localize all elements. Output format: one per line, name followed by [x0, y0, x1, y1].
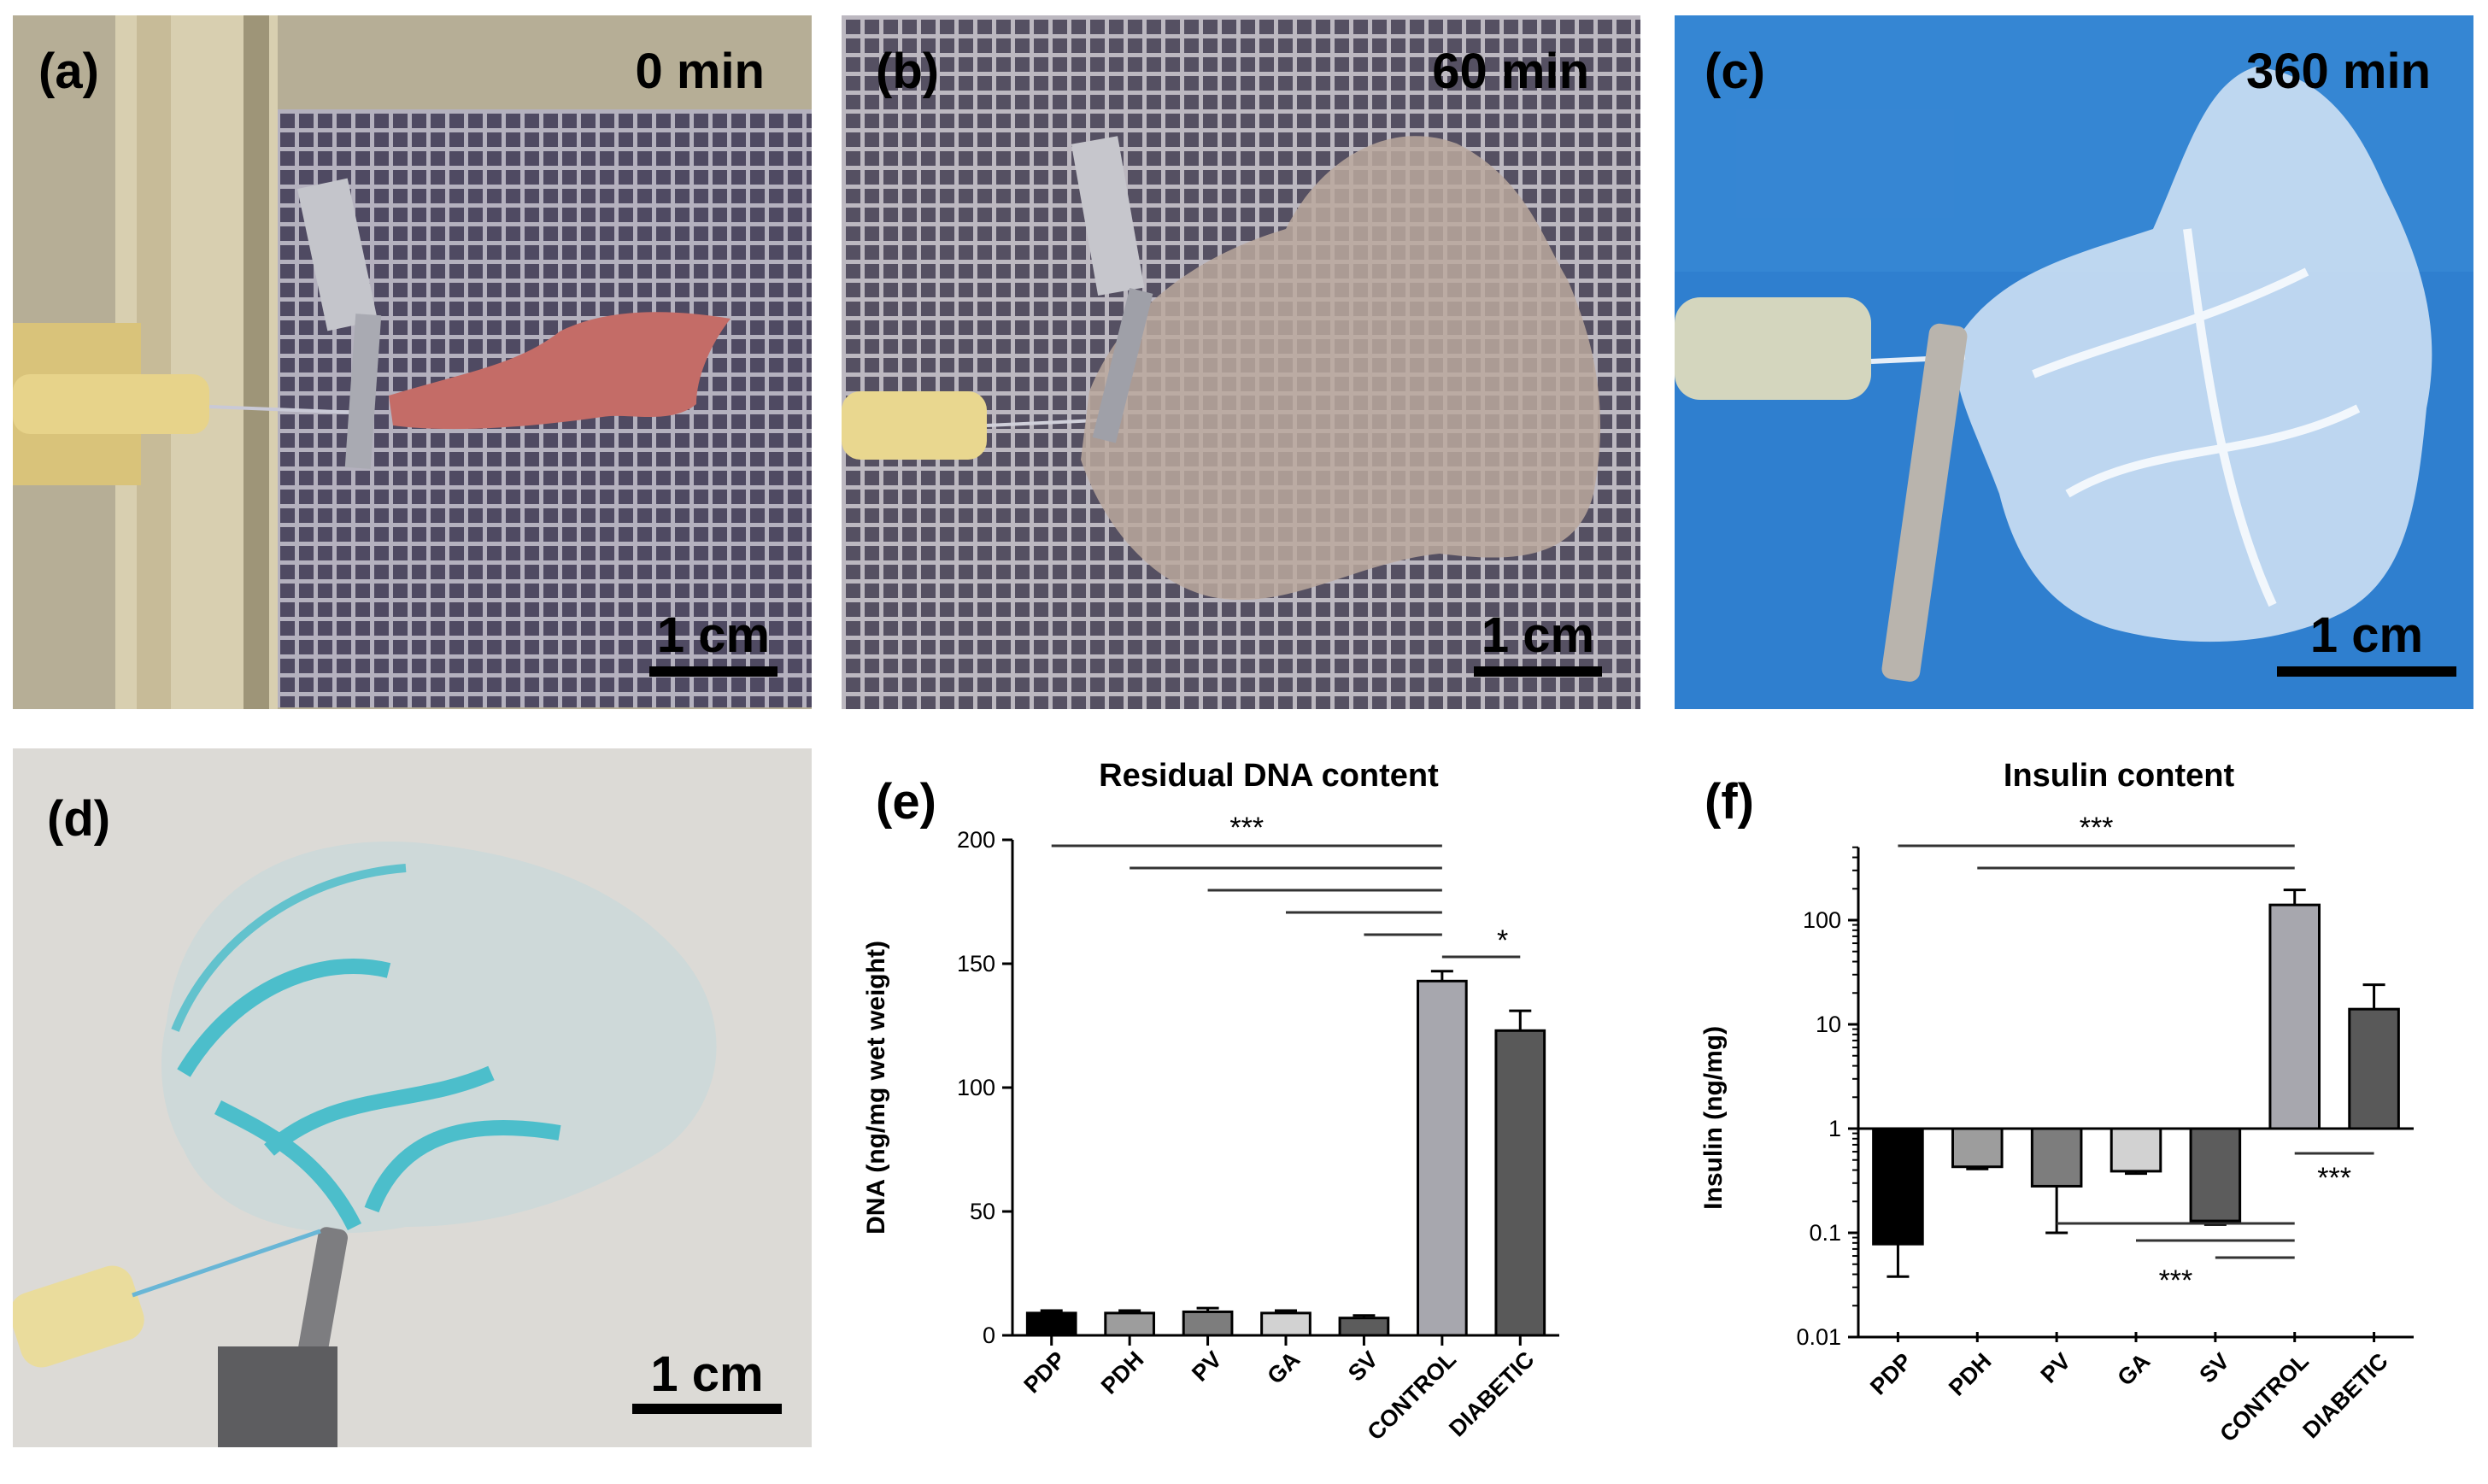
bar-f-pv [2030, 1127, 2083, 1188]
chart-title-e: Residual DNA content [1099, 758, 1439, 794]
bar-e-ga [1260, 1311, 1311, 1337]
bar-f-pdh [1951, 1127, 2004, 1169]
scale-bar-label-b: 1 cm [1481, 607, 1595, 663]
category-label-f-pv: PV [2036, 1348, 2076, 1388]
significance-stars-f-top: *** [2080, 812, 2114, 844]
category-label-f-sv: SV [2194, 1348, 2234, 1388]
scale-bar-label-d: 1 cm [650, 1346, 764, 1402]
bar-e-pdp [1025, 1311, 1077, 1337]
category-label-e-pdh: PDH [1096, 1346, 1149, 1399]
y-tick-label-e: 150 [957, 951, 995, 977]
photo-panel-c [1675, 15, 2473, 709]
category-label-e-pv: PV [1187, 1346, 1227, 1387]
y-tick-label-f: 0.1 [1809, 1220, 1841, 1246]
y-tick-label-f: 100 [1803, 907, 1841, 933]
panel-label-d: (d) [47, 791, 111, 847]
pancreas-photo-0min [13, 15, 812, 709]
pancreas-photo-60min [842, 15, 1640, 709]
panel-label-b: (b) [876, 44, 940, 99]
bar-e-pv [1182, 1310, 1234, 1337]
significance-stars-f-bottom: *** [2159, 1264, 2193, 1297]
category-label-f-pdp: PDP [1865, 1348, 1916, 1399]
decellularized-scaffold-photo-360min [1675, 15, 2473, 709]
significance-star-e-diabetic: * [1497, 924, 1508, 957]
y-tick-label-f: 10 [1816, 1012, 1841, 1037]
y-tick-label-e: 0 [983, 1323, 995, 1348]
y-axis-label-f: Insulin (ng/mg) [1699, 1026, 1728, 1210]
photo-panel-b [842, 15, 1640, 709]
insulin-content-bar-chart: Insulin content 0.01 0.1 1 10 100 Insulin (ng/… [1699, 758, 2414, 1447]
y-tick-label-f: 0.01 [1796, 1324, 1841, 1350]
y-tick-label-e: 100 [957, 1075, 995, 1100]
y-tick-label-e: 50 [970, 1199, 995, 1224]
dye-perfused-scaffold-photo [13, 748, 812, 1447]
bar-f-ga [2110, 1127, 2162, 1173]
bar-e-sv [1338, 1317, 1390, 1337]
bar-e-diabetic [1494, 1029, 1546, 1337]
category-label-f-diabetic: DIABETIC [2297, 1348, 2392, 1443]
scale-bar-b [1474, 666, 1602, 677]
scale-bar-d [632, 1404, 782, 1414]
time-label-c: 360 min [2246, 44, 2431, 99]
panel-label-f: (f) [1705, 774, 1754, 830]
bar-f-control [2268, 903, 2321, 1130]
photo-panel-d [13, 748, 812, 1447]
bar-f-diabetic [2348, 1007, 2400, 1130]
category-label-e-ga: GA [1262, 1346, 1305, 1389]
category-label-e-diabetic: DIABETIC [1444, 1346, 1539, 1441]
category-label-e-pdp: PDP [1018, 1346, 1070, 1398]
bar-e-control [1417, 979, 1468, 1337]
panel-label-c: (c) [1705, 44, 1765, 99]
category-label-e-sv: SV [1343, 1346, 1383, 1387]
scale-bar-c [2277, 666, 2456, 677]
y-tick-label-e: 200 [957, 827, 995, 853]
bar-f-sv [2189, 1127, 2242, 1223]
time-label-b: 60 min [1432, 44, 1589, 99]
y-tick-label-f: 1 [1828, 1116, 1841, 1141]
scale-bar-a [649, 666, 778, 677]
residual-dna-bar-chart: Residual DNA content 0 50 100 150 200 DNA (ng/… [862, 758, 1559, 1446]
scale-bar-label-a: 1 cm [656, 607, 771, 663]
y-axis-label-e: DNA (ng/mg wet weight) [862, 941, 890, 1235]
category-label-f-pdh: PDH [1944, 1348, 1997, 1401]
photo-panel-a [13, 15, 812, 709]
category-label-f-ga: GA [2112, 1348, 2155, 1391]
time-label-a: 0 min [635, 44, 766, 99]
significance-stars-e: *** [1229, 812, 1264, 844]
panel-label-e: (e) [876, 774, 936, 830]
significance-stars-f-right: *** [2317, 1162, 2351, 1194]
bar-e-pdh [1104, 1311, 1155, 1337]
scale-bar-label-c: 1 cm [2309, 607, 2424, 663]
bar-f-pdp [1872, 1127, 1924, 1246]
panel-label-a: (a) [38, 44, 99, 99]
chart-title-f: Insulin content [2004, 758, 2235, 794]
